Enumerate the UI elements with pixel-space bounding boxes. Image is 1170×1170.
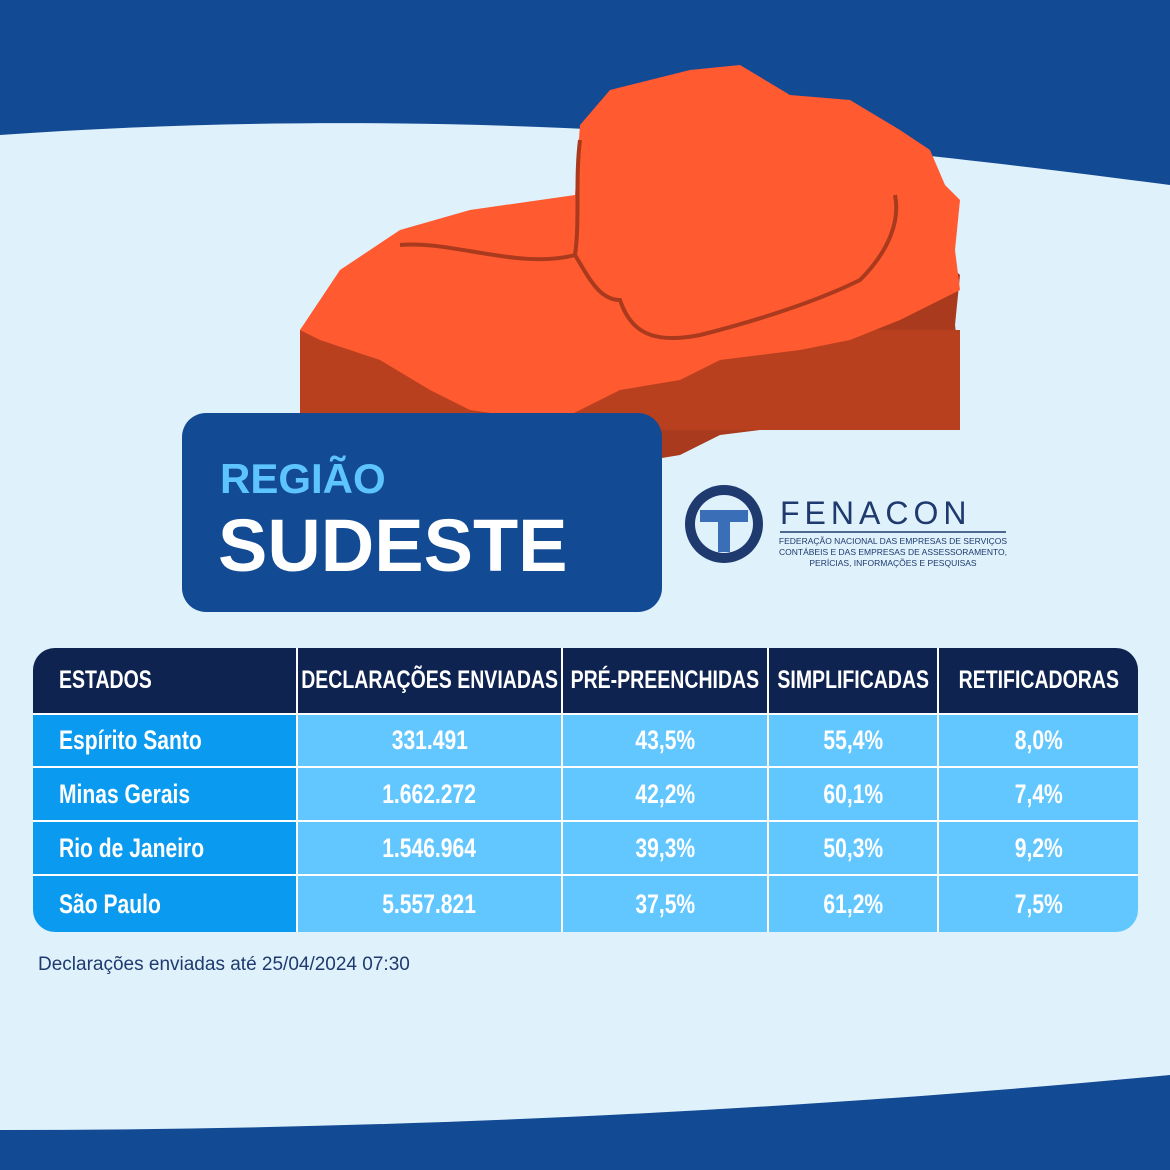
table: ESTADOS DECLARAÇÕES ENVIADAS PRÉ-PREENCHID…	[33, 648, 1138, 932]
column-header: ESTADOS	[33, 648, 296, 713]
cell-text: 1.662.272	[382, 778, 477, 809]
column-header: DECLARAÇÕES ENVIADAS	[298, 648, 561, 713]
column-header: RETIFICADORAS	[939, 648, 1138, 713]
table-cell: São Paulo	[33, 876, 296, 932]
table-cell: 39,3%	[563, 822, 767, 874]
footnote: Declarações enviadas até 25/04/2024 07:3…	[38, 954, 410, 975]
cell-text: DECLARAÇÕES ENVIADAS	[301, 666, 558, 694]
logo-subtitle: FEDERAÇÃO NACIONAL DAS EMPRESAS DE SERVI…	[779, 536, 1007, 546]
region-label: REGIÃO	[220, 455, 386, 502]
cell-text: 37,5%	[635, 888, 695, 919]
region-box	[182, 413, 662, 612]
cell-text: ESTADOS	[59, 666, 152, 694]
table-cell: Minas Gerais	[33, 768, 296, 820]
cell-text: 43,5%	[635, 725, 695, 755]
table-cell: 42,2%	[563, 768, 767, 820]
cell-text: 8,0%	[1014, 725, 1063, 755]
cell-text: 50,3%	[823, 832, 883, 863]
table-cell: Espírito Santo	[33, 715, 296, 766]
table-cell: 7,4%	[939, 768, 1138, 820]
table-cell: 50,3%	[769, 822, 937, 874]
cell-text: Espírito Santo	[59, 725, 202, 755]
cell-text: 1.546.964	[382, 832, 477, 863]
cell-text: 7,5%	[1014, 888, 1063, 919]
logo-subtitle: PERÍCIAS, INFORMAÇÕES E PESQUISAS	[809, 558, 977, 568]
cell-text: Rio de Janeiro	[59, 832, 205, 863]
table-cell: 7,5%	[939, 876, 1138, 932]
cell-text: 60,1%	[823, 778, 883, 809]
table-cell: 60,1%	[769, 768, 937, 820]
table-cell: 9,2%	[939, 822, 1138, 874]
table-cell: 1.546.964	[298, 822, 561, 874]
table-cell: 55,4%	[769, 715, 937, 766]
logo-icon	[685, 485, 763, 563]
cell-text: PRÉ-PREENCHIDAS	[570, 666, 760, 694]
cell-text: 39,3%	[635, 832, 695, 863]
table-cell: 5.557.821	[298, 876, 561, 932]
column-header: PRÉ-PREENCHIDAS	[563, 648, 767, 713]
cell-text: SIMPLIFICADAS	[777, 666, 929, 694]
column-header: SIMPLIFICADAS	[769, 648, 937, 713]
table-cell: 1.662.272	[298, 768, 561, 820]
region-name: SUDESTE	[218, 504, 568, 587]
logo-subtitle: CONTÁBEIS E DAS EMPRESAS DE ASSESSORAMEN…	[779, 547, 1007, 557]
cell-text: 55,4%	[823, 725, 883, 755]
table-cell: 37,5%	[563, 876, 767, 932]
cell-text: 5.557.821	[382, 888, 477, 919]
table-cell: Rio de Janeiro	[33, 822, 296, 874]
cell-text: Minas Gerais	[59, 778, 191, 809]
cell-text: 331.491	[391, 725, 468, 755]
cell-text: RETIFICADORAS	[958, 666, 1119, 694]
logo-name: FENACON	[780, 495, 971, 531]
table-cell: 8,0%	[939, 715, 1138, 766]
table-cell: 331.491	[298, 715, 561, 766]
cell-text: São Paulo	[59, 888, 161, 919]
table-cell: 61,2%	[769, 876, 937, 932]
cell-text: 61,2%	[823, 888, 883, 919]
cell-text: 42,2%	[635, 778, 695, 809]
table-cell: 43,5%	[563, 715, 767, 766]
cell-text: 7,4%	[1014, 778, 1063, 809]
cell-text: 9,2%	[1014, 832, 1063, 863]
